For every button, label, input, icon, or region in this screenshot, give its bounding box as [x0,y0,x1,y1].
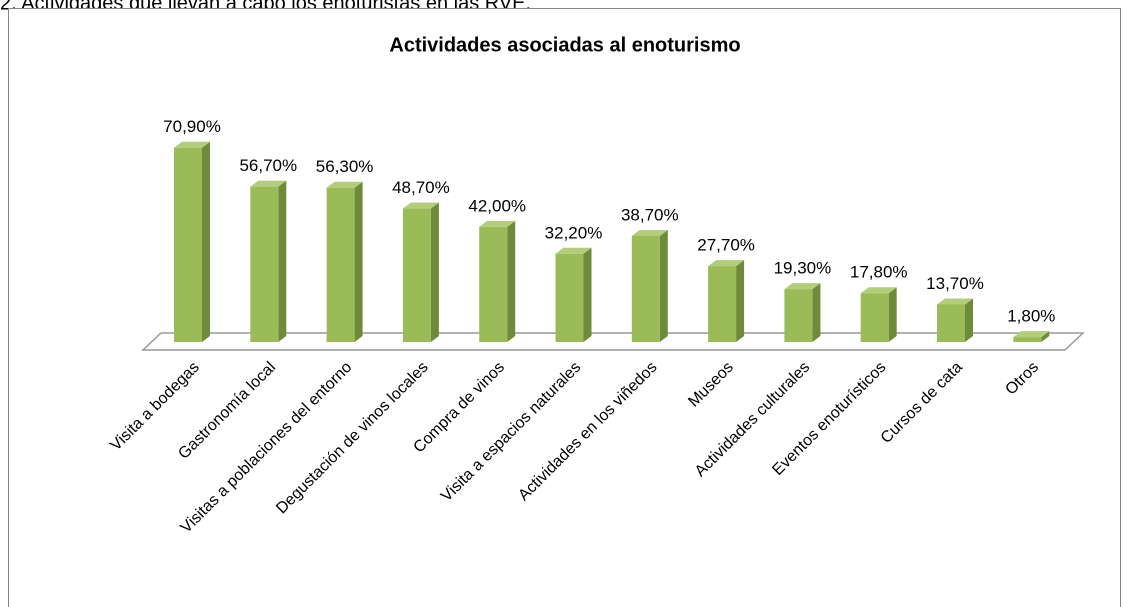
bar-front [326,187,355,342]
value-label: 27,70% [697,236,755,255]
bar-top [402,202,439,209]
value-label: 42,00% [468,196,526,215]
bar-top [937,298,973,305]
value-label: 32,20% [545,223,603,242]
bar-side [278,180,287,342]
bar [402,202,439,342]
bar-side [583,247,592,342]
value-label: 38,70% [621,205,679,224]
bar-side [659,229,668,342]
bar [1013,331,1050,342]
bar-front [555,253,584,342]
bar-top [174,141,210,148]
bar-top [326,181,363,188]
bar-top [479,220,516,227]
bar [860,287,897,342]
bar [631,229,668,342]
bar [174,141,210,342]
value-label: 1,80% [1007,307,1055,326]
bar-side [430,202,439,342]
bar-top [1013,331,1050,338]
bar-front [708,266,737,342]
bar-side [888,287,897,342]
bar [479,220,516,342]
bar-front [860,293,889,342]
bar-front [174,147,202,342]
bar-front [479,226,508,342]
value-label: 17,80% [850,263,908,282]
floor [141,332,1085,351]
bar-front [402,208,431,342]
bar [326,181,363,342]
bar-front [250,186,279,342]
bar-side [812,283,821,342]
bar-top [631,229,668,236]
bar-front [784,289,813,342]
bar-side [965,298,973,342]
bar-side [202,141,210,342]
bar-side [354,181,363,342]
bar-front [631,235,660,342]
chart-title: Actividades asociadas al enoturismo [389,34,740,56]
bar-front [1013,337,1042,342]
value-label: 48,70% [392,178,450,197]
value-label: 56,70% [239,156,297,175]
value-label: 13,70% [926,274,984,293]
bar-side [1041,331,1050,342]
value-label: 56,30% [316,157,374,176]
bar-top [860,287,897,294]
bar [708,260,745,342]
bar [784,283,821,342]
bar [250,180,287,342]
value-label: 19,30% [774,259,832,278]
bar [555,247,592,342]
bar-side [507,220,516,342]
bar-top [250,180,287,187]
bar-side [736,260,745,342]
bar-top [708,260,745,267]
bar-top [555,247,592,254]
bar-top [784,283,821,290]
value-label: 70,90% [163,117,221,136]
bar [937,298,973,342]
bar-front [937,304,965,342]
